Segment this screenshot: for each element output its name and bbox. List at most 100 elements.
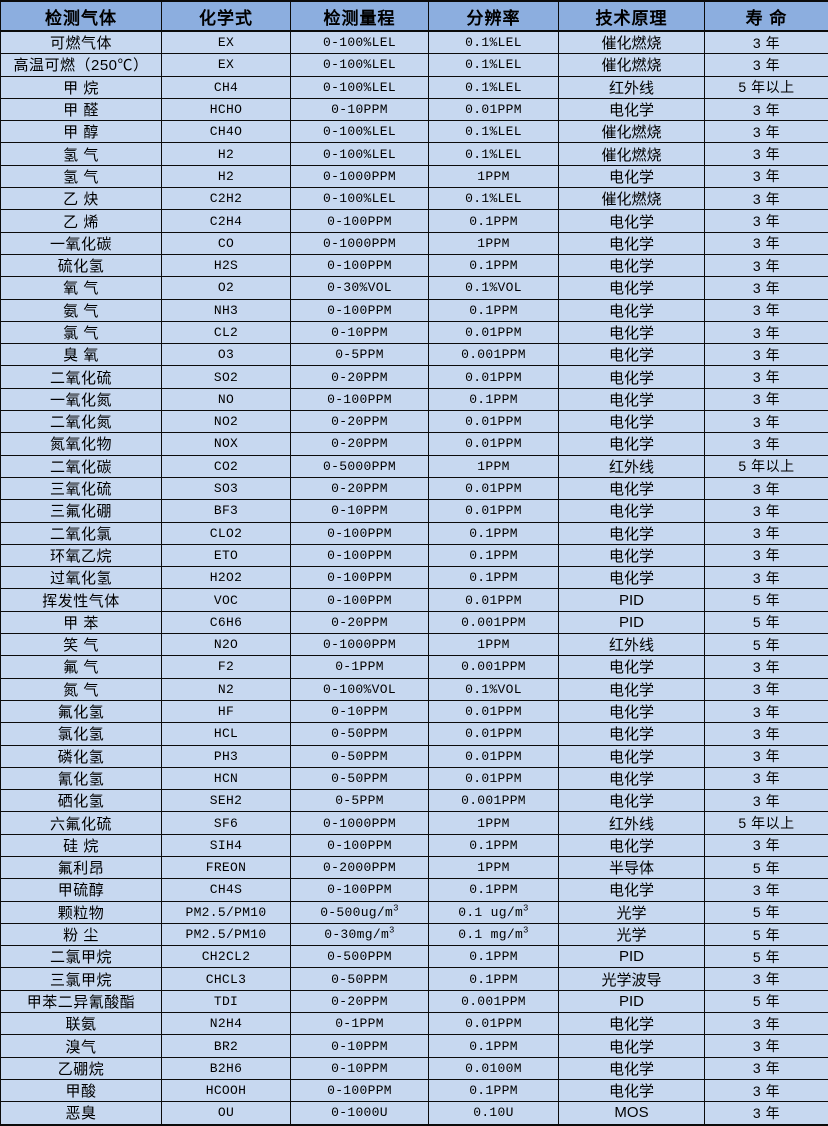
cell-lifespan: 3 年	[705, 299, 828, 321]
cell-lifespan: 3 年	[705, 254, 828, 276]
cell-resolution: 0.1 ug/m3	[429, 901, 559, 923]
cell-gas-name: 氟 气	[1, 656, 162, 678]
cell-resolution: 0.01PPM	[429, 1013, 559, 1035]
cell-technology-principle: 光学	[559, 901, 705, 923]
cell-resolution: 0.1%LEL	[429, 31, 559, 54]
cell-detection-range: 0-50PPM	[291, 723, 429, 745]
cell-technology-principle: PID	[559, 611, 705, 633]
cell-gas-name: 甲酸	[1, 1079, 162, 1101]
cell-gas-name: 粉 尘	[1, 923, 162, 945]
cell-resolution: 0.1PPM	[429, 544, 559, 566]
cell-technology-principle: 电化学	[559, 1079, 705, 1101]
cell-resolution: 0.01PPM	[429, 500, 559, 522]
cell-technology-principle: 电化学	[559, 232, 705, 254]
cell-gas-name: 三氟化硼	[1, 500, 162, 522]
cell-gas-name: 六氟化硫	[1, 812, 162, 834]
cell-technology-principle: 电化学	[559, 210, 705, 232]
cell-resolution: 0.1PPM	[429, 1035, 559, 1057]
cell-chemical-formula: F2	[162, 656, 291, 678]
cell-chemical-formula: B2H6	[162, 1057, 291, 1079]
cell-lifespan: 5 年以上	[705, 455, 828, 477]
cell-resolution: 0.1PPM	[429, 1079, 559, 1101]
cell-lifespan: 5 年以上	[705, 76, 828, 98]
cell-detection-range: 0-500ug/m3	[291, 901, 429, 923]
cell-technology-principle: 电化学	[559, 700, 705, 722]
cell-chemical-formula: NO	[162, 388, 291, 410]
cell-gas-name: 高温可燃（250℃）	[1, 54, 162, 76]
column-header-lifespan: 寿 命	[705, 1, 828, 31]
cell-detection-range: 0-10PPM	[291, 98, 429, 120]
cell-resolution: 0.01PPM	[429, 745, 559, 767]
cell-technology-principle: 电化学	[559, 98, 705, 120]
cell-technology-principle: 电化学	[559, 767, 705, 789]
cell-resolution: 0.01PPM	[429, 700, 559, 722]
cell-detection-range: 0-100%LEL	[291, 143, 429, 165]
cell-detection-range: 0-100%VOL	[291, 678, 429, 700]
cell-lifespan: 3 年	[705, 232, 828, 254]
cell-gas-name: 氮 气	[1, 678, 162, 700]
cell-gas-name: 联氨	[1, 1013, 162, 1035]
cell-technology-principle: 电化学	[559, 879, 705, 901]
cell-detection-range: 0-100PPM	[291, 879, 429, 901]
cell-technology-principle: 电化学	[559, 500, 705, 522]
cell-lifespan: 3 年	[705, 411, 828, 433]
cell-lifespan: 5 年	[705, 923, 828, 945]
column-header-resolution: 分辨率	[429, 1, 559, 31]
cell-gas-name: 氯化氢	[1, 723, 162, 745]
cell-detection-range: 0-100PPM	[291, 388, 429, 410]
cell-technology-principle: 电化学	[559, 165, 705, 187]
cell-detection-range: 0-100%LEL	[291, 121, 429, 143]
table-header: 检测气体 化学式 检测量程 分辨率 技术原理 寿 命	[1, 1, 828, 31]
cell-resolution: 0.01PPM	[429, 98, 559, 120]
cell-detection-range: 0-100PPM	[291, 254, 429, 276]
cell-lifespan: 5 年	[705, 856, 828, 878]
cell-chemical-formula: OU	[162, 1102, 291, 1125]
cell-technology-principle: 催化燃烧	[559, 188, 705, 210]
cell-technology-principle: 电化学	[559, 277, 705, 299]
cell-gas-name: 乙 炔	[1, 188, 162, 210]
cell-technology-principle: 催化燃烧	[559, 121, 705, 143]
cell-technology-principle: 电化学	[559, 254, 705, 276]
cell-resolution: 0.01PPM	[429, 411, 559, 433]
cell-technology-principle: 电化学	[559, 299, 705, 321]
cell-chemical-formula: HF	[162, 700, 291, 722]
cell-technology-principle: 电化学	[559, 522, 705, 544]
cell-lifespan: 3 年	[705, 656, 828, 678]
cell-chemical-formula: CO2	[162, 455, 291, 477]
cell-chemical-formula: BF3	[162, 500, 291, 522]
cell-technology-principle: MOS	[559, 1102, 705, 1125]
cell-lifespan: 3 年	[705, 700, 828, 722]
cell-gas-name: 环氧乙烷	[1, 544, 162, 566]
cell-lifespan: 3 年	[705, 210, 828, 232]
cell-detection-range: 0-1000PPM	[291, 165, 429, 187]
cell-gas-name: 甲苯二异氰酸酯	[1, 990, 162, 1012]
cell-gas-name: 过氧化氢	[1, 567, 162, 589]
cell-lifespan: 3 年	[705, 31, 828, 54]
cell-lifespan: 3 年	[705, 1102, 828, 1125]
cell-detection-range: 0-100PPM	[291, 210, 429, 232]
cell-chemical-formula: EX	[162, 31, 291, 54]
cell-gas-name: 甲硫醇	[1, 879, 162, 901]
cell-lifespan: 3 年	[705, 121, 828, 143]
cell-chemical-formula: ETO	[162, 544, 291, 566]
column-header-chemical-formula: 化学式	[162, 1, 291, 31]
